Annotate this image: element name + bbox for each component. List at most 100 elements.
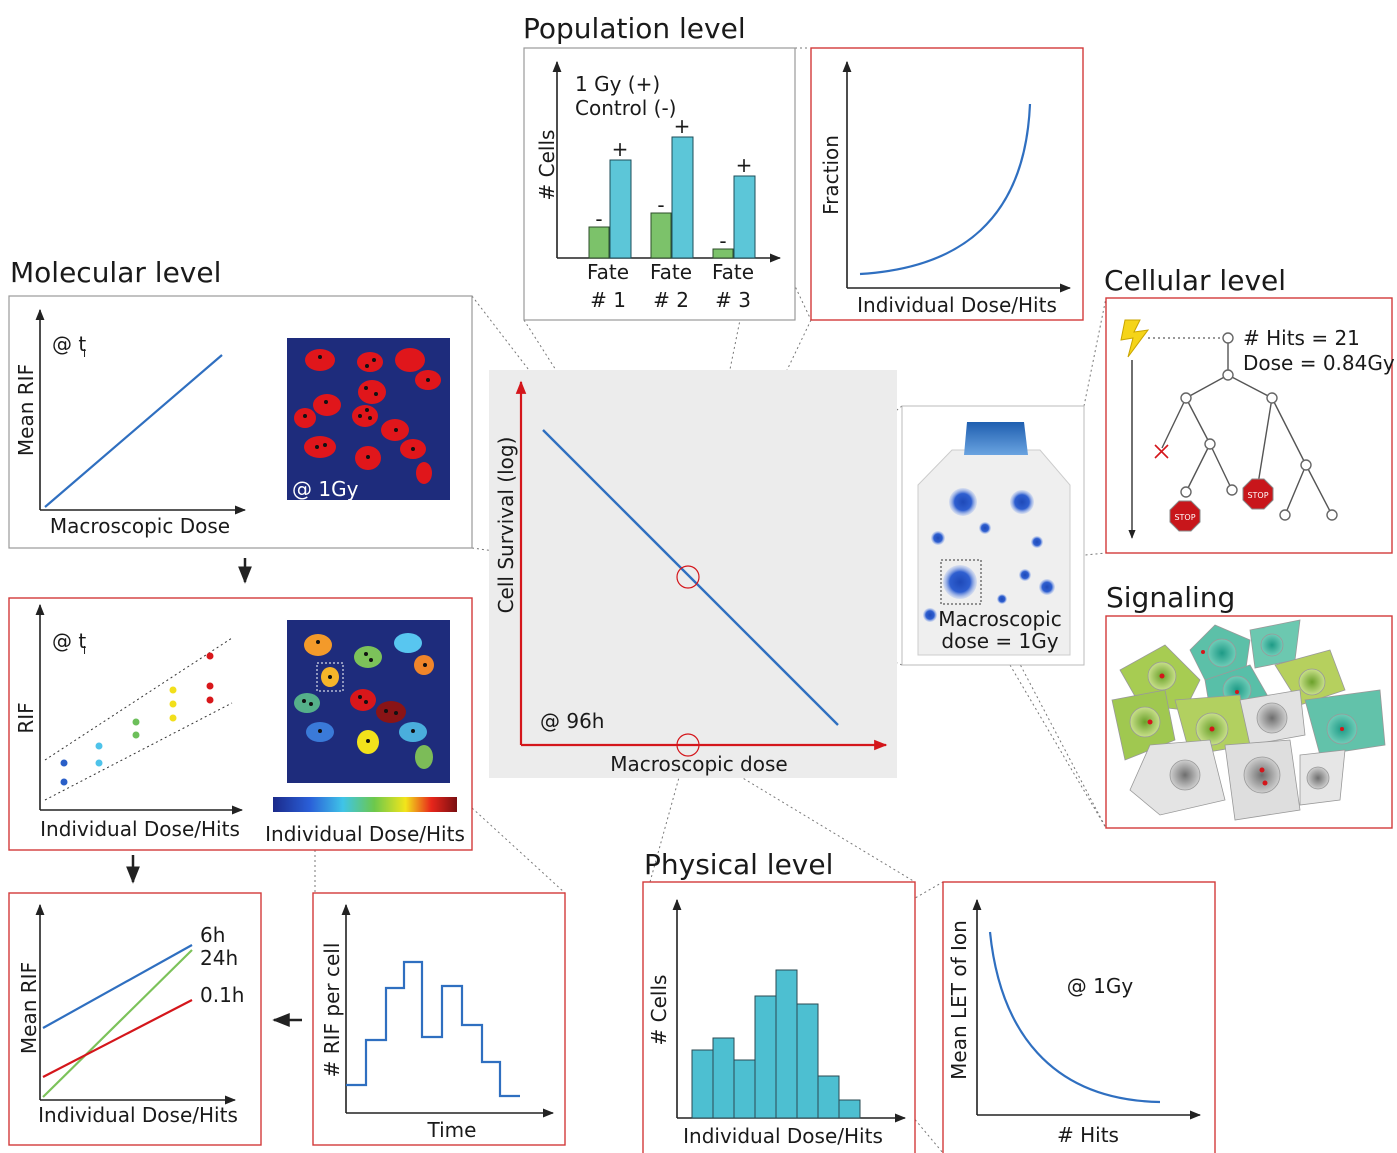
rif-panel-g-circle (384, 709, 388, 713)
rif-panel-g-circle (170, 687, 177, 694)
rif-panel-ellipse (304, 634, 332, 656)
sign: + (736, 153, 753, 177)
axis-label: Individual Dose/Hits (38, 1103, 238, 1127)
flask-label: Macroscopic (938, 607, 1061, 631)
sign: + (612, 137, 629, 161)
physical-panel-g-rect (839, 1100, 860, 1118)
category-label: # 3 (715, 288, 751, 312)
panel-title: Signaling (1106, 581, 1235, 614)
signaling-panel-g-circle (1170, 760, 1200, 790)
series-label: 6h (200, 923, 225, 947)
molecular-panel-g-ellipse (352, 405, 378, 427)
let-panel: Mean LET of Ion @ 1Gy # Hits (943, 882, 1215, 1153)
molecular-panel-g-circle (374, 392, 378, 396)
rif-panel-g-circle (316, 640, 320, 644)
mean-rif-panel: 6h 24h 0.1h Mean RIF Individual Dose/Hit… (9, 893, 261, 1145)
flask-circle (923, 608, 937, 622)
rif-panel-ellipse (394, 633, 422, 653)
signaling-panel-g-circle (1201, 650, 1205, 654)
molecular-panel-g-circle (364, 386, 368, 390)
signaling-panel-g-circle (1340, 727, 1344, 731)
flask-circle (997, 594, 1007, 604)
population-panel: Population level 1 Gy (+) Control (-) # … (523, 12, 795, 320)
signaling-panel-g-circle (1263, 781, 1268, 786)
sign: + (674, 114, 691, 138)
panel-title: Physical level (644, 848, 833, 881)
figure: Population level 1 Gy (+) Control (-) # … (0, 0, 1397, 1153)
molecular-panel-g-ellipse (395, 348, 425, 372)
axis-label: # Cells (647, 975, 671, 1046)
physical-panel-g-rect (776, 970, 797, 1118)
flask-label: dose = 1Gy (941, 629, 1058, 653)
rif-time-panel: # RIF per cell Time (313, 893, 565, 1145)
rif-panel-g-circle (96, 743, 103, 750)
image-label: @ 1Gy (292, 477, 359, 501)
cellular-panel: Cellular level STOP STOP # Hits = 21 Dos… (1104, 264, 1395, 553)
signaling-panel-g-circle (1257, 703, 1287, 733)
axis-label: Individual Dose/Hits (857, 293, 1057, 317)
axis-label: Fraction (819, 135, 843, 215)
annotation-subscript: i (83, 347, 86, 360)
signaling-panel-g-circle (1244, 757, 1280, 793)
population-panel-rect (610, 160, 631, 258)
rif-panel-g-circle (423, 663, 427, 667)
rif-panel-g-circle (133, 719, 140, 726)
molecular-panel-g-circle (365, 408, 369, 412)
rif-panel-ellipse (350, 689, 376, 711)
molecular-panel-g-ellipse (358, 380, 386, 404)
cellular-panel-g-circle (1280, 510, 1290, 520)
flask-circle (979, 522, 991, 534)
rif-panel-g-circle (364, 652, 368, 656)
flask: Macroscopic dose = 1Gy (902, 406, 1084, 665)
physical-panel: Physical level # Cells Individual Dose/H… (643, 848, 915, 1153)
flask-circle (1039, 579, 1055, 595)
rif-panel-g-circle (364, 700, 368, 704)
rif-panel-g-circle (328, 675, 332, 679)
flask-circle (949, 488, 977, 516)
category-label: Fate (712, 260, 754, 284)
category-label: # 1 (590, 288, 626, 312)
molecular-panel-g-ellipse (304, 436, 336, 458)
sign: - (719, 229, 726, 253)
signaling-panel-g-circle (1307, 767, 1329, 789)
rif-panel-g-circle (170, 701, 177, 708)
population-panel-rect (651, 213, 671, 258)
stop-sign: STOP (1174, 513, 1195, 522)
annotation-subscript: i (83, 644, 86, 657)
molecular-panel-g-ellipse (416, 462, 432, 484)
rif-panel-rect (273, 797, 457, 812)
molecular-panel-g-circle (372, 358, 376, 362)
population-panel-rect (734, 176, 755, 258)
molecular-panel-g-circle (323, 443, 327, 447)
axis-label: RIF (14, 702, 38, 733)
physical-panel-g-rect (734, 1060, 755, 1118)
legend-entry: Control (-) (575, 96, 676, 120)
sign: - (595, 207, 602, 231)
rif-panel-g-circle (207, 683, 214, 690)
cellular-panel-g-circle (1205, 439, 1215, 449)
axis-label: Cell Survival (log) (494, 437, 518, 614)
sign: - (657, 193, 664, 217)
annotation: # Hits = 21 (1243, 326, 1360, 350)
cellular-panel-g-circle (1227, 485, 1237, 495)
molecular-panel-g-circle (303, 414, 307, 418)
molecular-panel-g-ellipse (313, 394, 341, 416)
axis-label: Macroscopic dose (610, 752, 787, 776)
cellular-panel-g-circle (1267, 393, 1277, 403)
connector-lines-line (1084, 298, 1106, 406)
cellular-panel-g-circle (1223, 370, 1233, 380)
annotation: Dose = 0.84Gy (1243, 351, 1395, 375)
rif-panel-g-circle (61, 779, 68, 786)
let-panel-rect (943, 882, 1215, 1153)
cellular-panel-g-circle (1327, 510, 1337, 520)
molecular-panel-g-circle (426, 378, 430, 382)
category-label: Fate (650, 260, 692, 284)
signaling-panel-g-circle (1160, 674, 1165, 679)
physical-panel-g-rect (818, 1076, 839, 1118)
physical-panel-g-rect (797, 1004, 818, 1118)
cellular-panel-g-circle (1223, 333, 1233, 343)
axis-label: Individual Dose/Hits (683, 1124, 883, 1148)
rif-panel-g-circle (358, 695, 362, 699)
axis-label: # Hits (1057, 1123, 1119, 1147)
physical-panel-g-rect (755, 996, 776, 1118)
